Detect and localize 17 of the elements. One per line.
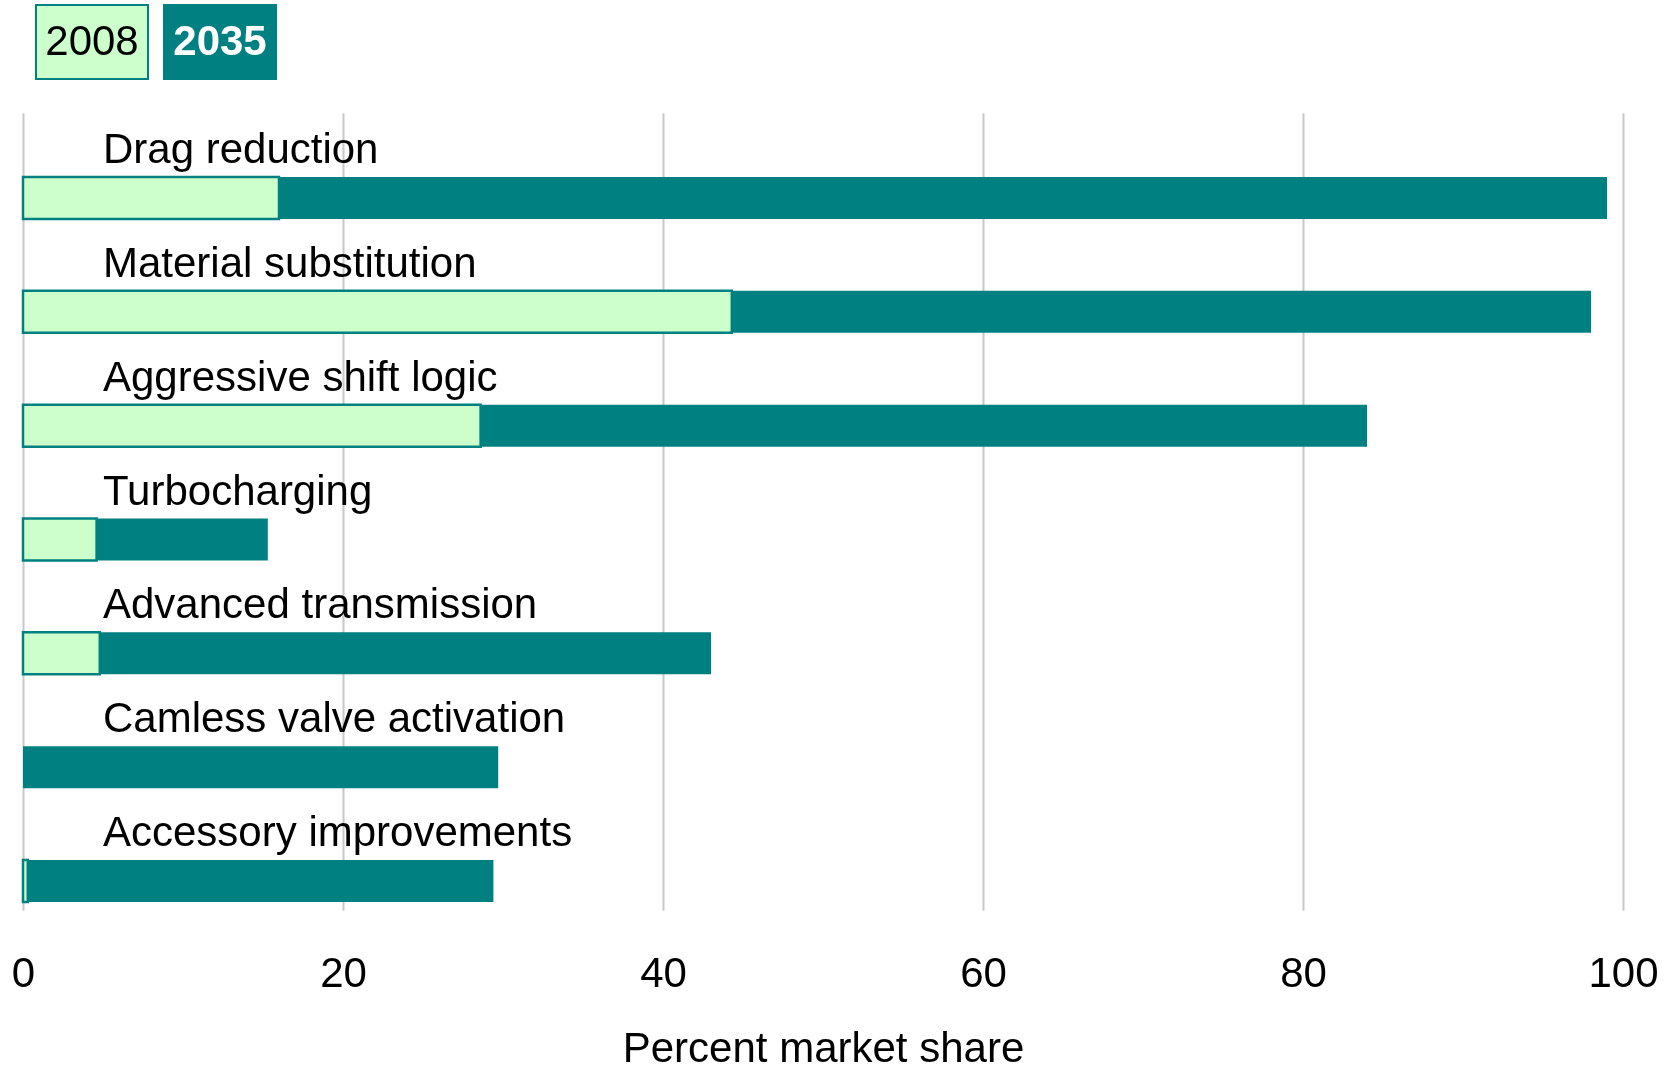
- y-tick-label: Advanced transmission: [103, 580, 538, 628]
- y-tick-label: Turbocharging: [103, 466, 373, 514]
- y-tick-label: Camless valve activation: [103, 694, 566, 742]
- x-tick-label: 0: [11, 948, 36, 996]
- y-tick-label: Drag reduction: [103, 124, 379, 172]
- x-tick-label: 40: [640, 948, 687, 996]
- x-tick-label: 100: [1588, 948, 1659, 996]
- y-tick-label: Material substitution: [103, 238, 477, 286]
- legend-label: 2008: [45, 17, 139, 64]
- x-tick-label: 80: [1280, 948, 1327, 996]
- x-tick-label: 60: [960, 948, 1007, 996]
- x-axis-title: Percent market share: [622, 1023, 1025, 1068]
- legend-label: 2035: [173, 17, 267, 64]
- y-tick-label: Aggressive shift logic: [103, 352, 498, 400]
- bar: [23, 746, 499, 789]
- x-tick-label: 20: [320, 948, 367, 996]
- y-tick-label: Accessory improvements: [103, 808, 573, 856]
